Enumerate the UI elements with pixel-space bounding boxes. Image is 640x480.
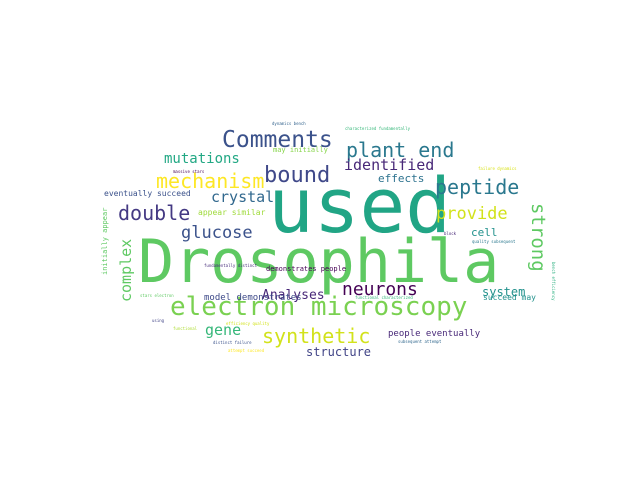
cloud-word: peptide [435,175,519,199]
cloud-word: structure [306,345,371,359]
cloud-word: functional [173,326,198,331]
cloud-word: massive stars [173,169,205,174]
cloud-word: bench efficiency [551,262,556,301]
cloud-word: attempt succeed [228,348,265,353]
cloud-word: fundamentally distinct [204,263,258,268]
cloud-word: dynamics bench [272,121,306,126]
cloud-word: characterized fundamentally [345,126,411,131]
cloud-word: Comments [222,127,333,153]
cloud-word: stars electron [140,293,174,298]
cloud-word: electron microscopy [170,292,467,322]
cloud-word: strong [527,203,549,272]
cloud-word: appear similar [198,208,266,217]
cloud-word: distinct failure [213,340,252,345]
cloud-word: Drosophila [138,227,499,297]
cloud-word: effects [378,172,424,185]
cloud-word: people eventually [388,329,481,339]
cloud-word: synthetic [262,324,370,348]
cloud-word: Analyses [262,288,325,303]
cloud-word: crystal [211,188,274,206]
cloud-word: block [444,231,457,236]
cloud-word: identified [344,156,434,174]
cloud-word: model demonstrates [204,293,302,303]
cloud-word: mutations [164,151,240,167]
cloud-word: failure dynamics [478,166,517,171]
cloud-word: initially appear [101,208,109,275]
cloud-word: mechanism [156,169,264,193]
cloud-word: gene [205,321,241,339]
cloud-word: system [482,285,525,299]
cloud-word: may initially [273,146,328,154]
cloud-word: cell [471,226,498,239]
cloud-word: used [268,161,451,250]
cloud-word: neurons [342,279,418,300]
cloud-word: efficiency quality [226,321,270,326]
cloud-word: eventually succeed [104,189,191,198]
cloud-word: succeed may [483,293,536,302]
cloud-word: subsequent attempt [398,339,442,344]
cloud-word: demonstrates people [266,265,346,273]
cloud-word: plant end [346,138,454,162]
cloud-word: double [118,201,190,225]
cloud-word: quality subsequent [472,239,516,244]
cloud-word: provide [436,204,508,224]
cloud-word: glucose [181,223,253,243]
cloud-word: complex [117,239,135,302]
cloud-word: bound [264,163,330,188]
cloud-word: functional characterized [355,295,413,300]
cloud-word: using [152,318,165,323]
